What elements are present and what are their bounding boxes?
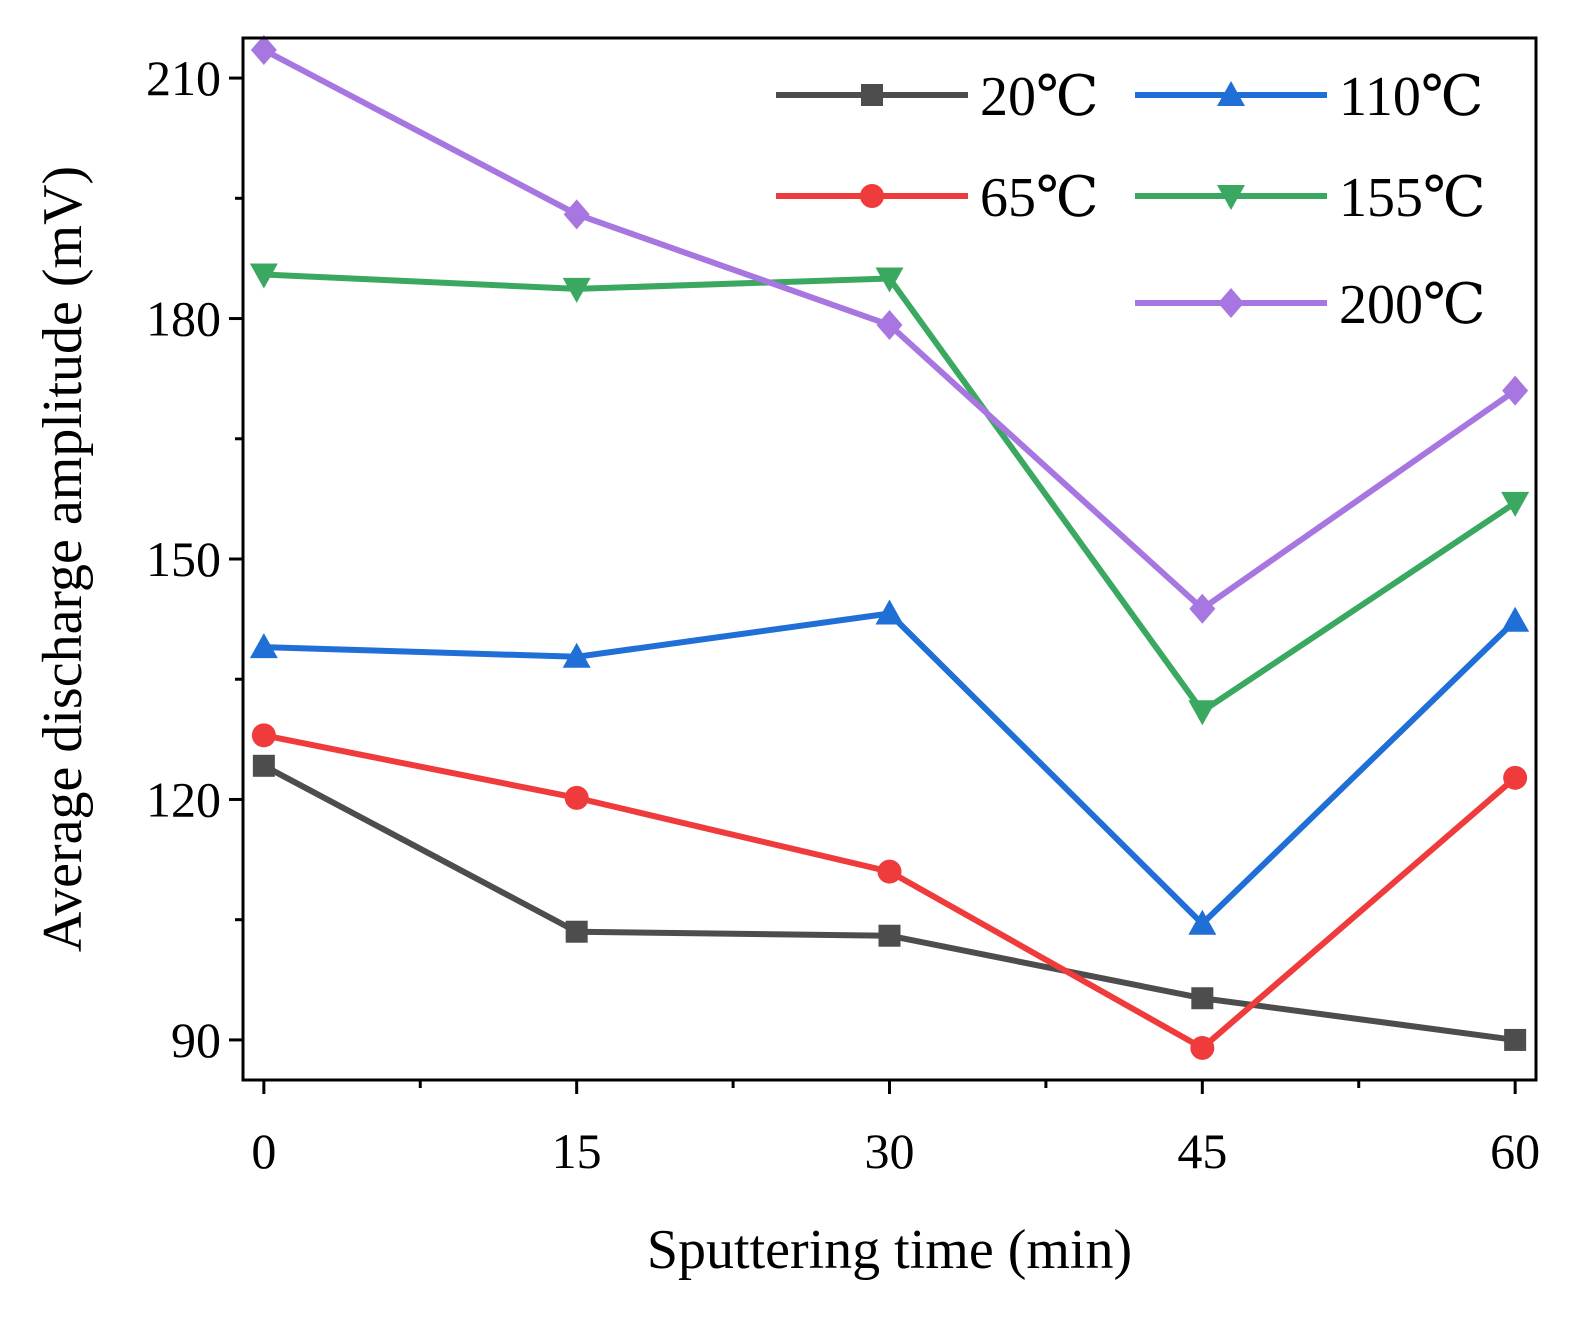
data-point xyxy=(1191,987,1214,1010)
data-point xyxy=(1501,491,1530,517)
y-tick-label: 210 xyxy=(146,50,221,106)
x-axis-title: Sputtering time (min) xyxy=(647,1219,1132,1281)
series-line xyxy=(260,762,1519,1043)
x-tick-label: 60 xyxy=(1490,1123,1540,1179)
y-tick-label: 150 xyxy=(146,531,221,587)
y-tick-label: 90 xyxy=(171,1012,221,1068)
data-point xyxy=(1189,593,1216,624)
data-point xyxy=(250,35,277,66)
data-point xyxy=(562,642,591,668)
data-point xyxy=(1501,606,1530,632)
series-4 xyxy=(250,35,1529,624)
legend-swatch-marker xyxy=(1218,288,1244,318)
legend-swatch-marker xyxy=(860,184,884,208)
data-point xyxy=(252,754,275,777)
data-point xyxy=(249,263,278,289)
data-point xyxy=(875,267,904,293)
data-point xyxy=(1502,375,1529,406)
legend-label: 155℃ xyxy=(1339,167,1486,229)
legend-swatch-marker xyxy=(861,84,883,106)
legend-label: 110℃ xyxy=(1339,66,1484,128)
series-line xyxy=(260,271,1519,715)
data-point xyxy=(876,309,903,340)
data-point xyxy=(562,277,591,303)
x-tick-label: 45 xyxy=(1177,1123,1227,1179)
y-tick-label: 120 xyxy=(146,771,221,827)
data-point xyxy=(875,599,904,625)
legend-item: 155℃ xyxy=(1135,167,1486,229)
data-point xyxy=(249,633,278,659)
x-tick-label: 15 xyxy=(552,1123,602,1179)
series-0 xyxy=(252,754,1527,1051)
y-tick-label: 180 xyxy=(146,291,221,347)
legend-item: 65℃ xyxy=(776,167,1099,229)
plot-frame xyxy=(241,36,1538,1082)
series-1 xyxy=(251,723,1528,1060)
data-point xyxy=(1188,909,1217,935)
data-point xyxy=(251,723,276,748)
series-3 xyxy=(249,263,1530,726)
legend-label: 200℃ xyxy=(1339,274,1486,336)
legend-label: 20℃ xyxy=(980,66,1099,128)
legend-item: 200℃ xyxy=(1135,274,1486,336)
x-tick-label: 0 xyxy=(251,1123,276,1179)
legend: 20℃ 65℃ 110℃ 155℃ 200℃ xyxy=(776,66,1486,336)
axis-ticks: 0 15 30 45 60 90 120 150 180 210 xyxy=(146,50,1540,1179)
legend-item: 110℃ xyxy=(1135,66,1484,128)
data-point xyxy=(1190,1035,1215,1060)
legend-swatch-marker xyxy=(1217,81,1245,106)
data-point xyxy=(563,199,590,230)
legend-swatch-marker xyxy=(1217,185,1245,210)
series-layer xyxy=(249,35,1530,1060)
data-point xyxy=(877,859,902,884)
data-point xyxy=(1504,1028,1527,1051)
data-point xyxy=(564,785,589,810)
data-point xyxy=(878,924,901,947)
data-point xyxy=(565,920,588,943)
series-line xyxy=(260,732,1519,1051)
data-point xyxy=(1188,700,1217,726)
legend-label: 65℃ xyxy=(980,167,1099,229)
data-point xyxy=(1503,765,1528,790)
series-2 xyxy=(249,599,1530,935)
x-tick-label: 30 xyxy=(865,1123,915,1179)
legend-item: 20℃ xyxy=(776,66,1099,128)
y-axis-title: Average discharge amplitude (mV) xyxy=(32,166,94,952)
